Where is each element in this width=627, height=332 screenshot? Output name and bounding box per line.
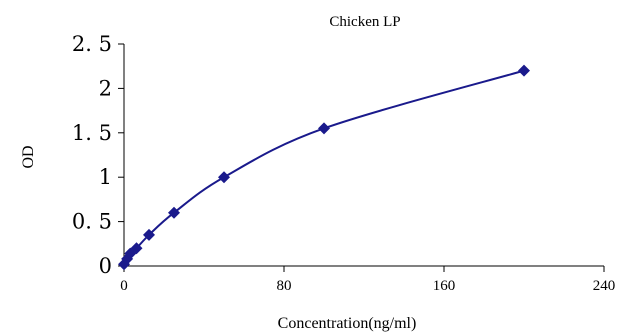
data-point [518, 64, 530, 77]
x-tick-label: 80 [277, 278, 292, 294]
x-tick-label: 160 [433, 278, 456, 294]
y-tick-label: 1 [99, 165, 112, 189]
chart-title: Chicken LP [329, 14, 400, 30]
data-point [143, 228, 155, 241]
y-tick-label: 0. 5 [72, 210, 112, 234]
series-line [123, 69, 525, 265]
y-tick-label: 2. 5 [72, 32, 112, 56]
x-ticks: 0 80 160 240 [120, 266, 615, 294]
data-point [318, 122, 330, 135]
plot-area [118, 64, 530, 271]
data-point [218, 171, 230, 184]
y-ticks: 0 0. 5 1 1. 5 2 2. 5 [72, 32, 124, 278]
x-tick-label: 240 [593, 278, 616, 294]
data-point [168, 206, 180, 219]
y-tick-label: 1. 5 [72, 121, 112, 145]
x-axis-label: Concentration(ng/ml) [278, 315, 417, 332]
y-tick-label: 0 [99, 254, 112, 278]
y-tick-label: 2 [99, 76, 112, 100]
x-tick-label: 0 [120, 278, 128, 294]
data-point [130, 242, 143, 255]
y-axis-label: OD [20, 145, 37, 168]
